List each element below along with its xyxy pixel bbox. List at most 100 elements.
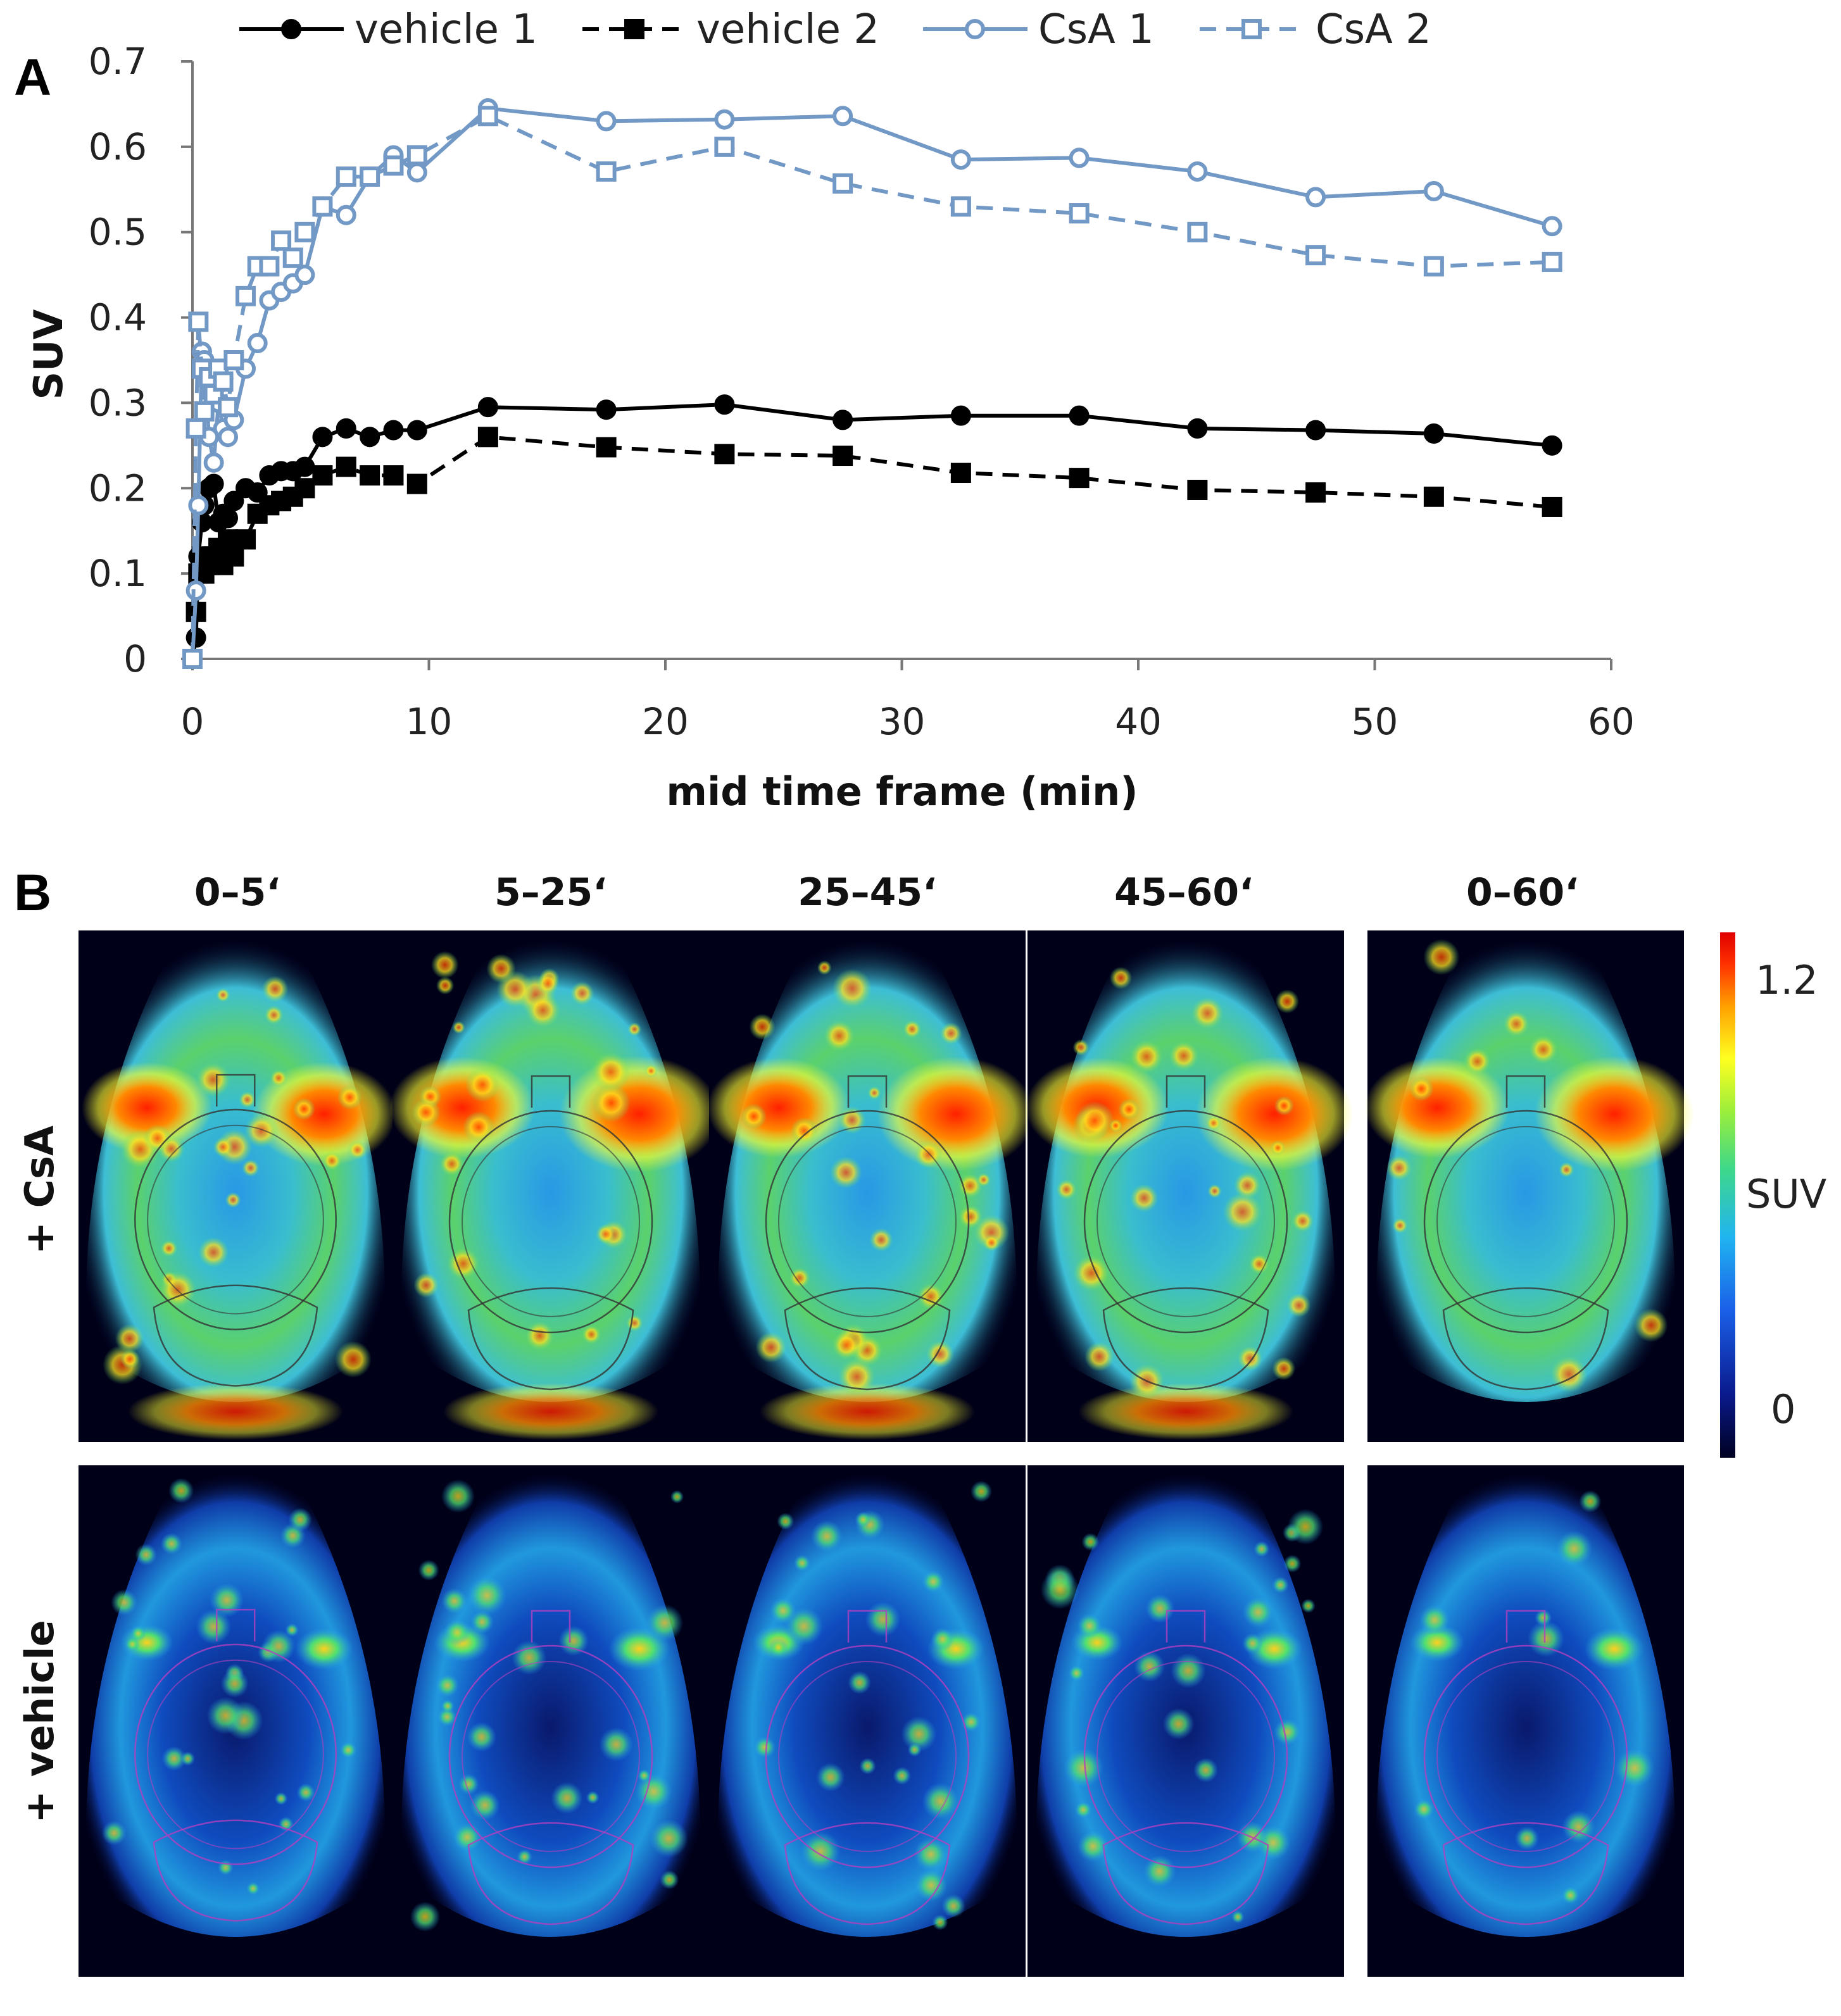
- signal-speckle: [470, 1790, 500, 1820]
- signal-speckle: [1272, 1356, 1296, 1381]
- signal-speckle: [859, 1758, 876, 1775]
- pet-image: [707, 930, 1035, 1442]
- signal-speckle: [467, 1722, 497, 1752]
- signal-speckle: [242, 1159, 260, 1177]
- signal-speckle: [1072, 1039, 1090, 1056]
- hotspot-lower: [128, 1383, 343, 1440]
- treatment-label: + CsA: [16, 1125, 63, 1255]
- signal-speckle: [1241, 1633, 1263, 1654]
- signal-speckle: [595, 1224, 616, 1244]
- signal-speckle: [810, 1520, 843, 1553]
- signal-speckle: [791, 1117, 818, 1144]
- cortex-outline: [462, 1661, 640, 1852]
- signal-speckle: [439, 1151, 464, 1177]
- signal-speckle: [120, 1349, 140, 1369]
- head-signal: [401, 937, 701, 1402]
- signal-speckle: [800, 1831, 841, 1872]
- signal-speckle: [1143, 1855, 1176, 1888]
- cerebellum-outline: [467, 1822, 634, 1925]
- signal-speckle: [130, 1625, 146, 1641]
- data-point-vehicle-2: [1542, 496, 1562, 517]
- signal-speckle: [1614, 1748, 1655, 1788]
- legend-marker-csa-2: [1241, 19, 1262, 39]
- signal-speckle: [168, 1478, 194, 1503]
- olfactory-outline: [215, 1608, 256, 1642]
- hotspot-left: [82, 1061, 212, 1154]
- signal-speckle: [1386, 1155, 1412, 1181]
- data-point-csa-1: [218, 427, 239, 448]
- signal-speckle: [1291, 1210, 1314, 1232]
- signal-speckle: [793, 1555, 811, 1572]
- signal-speckle: [270, 1069, 287, 1087]
- signal-speckle: [558, 1625, 589, 1656]
- signal-speckle: [1579, 1490, 1602, 1513]
- signal-speckle: [1129, 1040, 1164, 1074]
- data-point-csa-2: [188, 311, 209, 332]
- hotspot-left: [1364, 1056, 1510, 1159]
- signal-speckle: [1409, 1076, 1434, 1101]
- signal-speckle: [1423, 939, 1460, 975]
- signal-speckle: [592, 1083, 631, 1122]
- signal-speckle: [239, 1091, 256, 1108]
- cerebrum-outline: [134, 1643, 337, 1865]
- data-point-vehicle-1: [1423, 423, 1444, 444]
- suv-colorbar: 1.2 SUV 0: [1720, 932, 1826, 1458]
- signal-speckle: [1274, 1718, 1301, 1746]
- y-tick-label: 0: [123, 637, 147, 680]
- data-point-csa-2: [714, 136, 735, 157]
- data-point-vehicle-1: [312, 427, 333, 448]
- signal-speckle: [1040, 1570, 1080, 1610]
- signal-speckle: [824, 1020, 855, 1051]
- y-axis-title: SUV: [25, 309, 72, 399]
- signal-speckle: [209, 1582, 244, 1618]
- signal-speckle: [1392, 1218, 1408, 1234]
- signal-speckle: [512, 1640, 547, 1675]
- cerebrum-outline: [765, 1110, 970, 1334]
- cerebrum-outline: [1083, 1110, 1288, 1334]
- y-tick-label: 0.7: [89, 40, 147, 83]
- signal-speckle: [939, 1022, 962, 1045]
- signal-speckle: [288, 1508, 312, 1532]
- signal-speckle: [206, 1696, 244, 1735]
- signal-speckle: [1272, 1576, 1289, 1594]
- signal-speckle: [285, 1623, 299, 1637]
- cortex-outline: [147, 1659, 324, 1850]
- data-point-csa-2: [218, 397, 239, 418]
- data-point-vehicle-1: [950, 405, 971, 426]
- signal-speckle: [441, 1699, 455, 1713]
- cerebrum-outline: [1083, 1644, 1288, 1869]
- hotspot-left: [1410, 1623, 1464, 1662]
- pet-image: [79, 930, 396, 1442]
- olfactory-outline: [531, 1075, 571, 1108]
- signal-speckle: [443, 1618, 471, 1646]
- signal-speckle: [644, 1064, 658, 1078]
- signal-speckle: [1414, 1799, 1435, 1820]
- cerebellum-outline: [784, 1822, 951, 1925]
- cortex-outline: [778, 1661, 957, 1852]
- signal-speckle: [339, 1741, 357, 1758]
- data-point-csa-2: [406, 145, 427, 166]
- head-signal: [1376, 937, 1676, 1402]
- signal-speckle: [958, 1174, 983, 1198]
- signal-speckle: [789, 1267, 810, 1289]
- signal-speckle: [264, 1005, 284, 1025]
- cerebellum-outline: [784, 1287, 951, 1391]
- signal-speckle: [1084, 1341, 1115, 1372]
- signal-speckle: [1550, 1355, 1588, 1393]
- pet-image: [393, 1465, 709, 1977]
- signal-speckle: [261, 975, 289, 1003]
- legend-label-csa-2: CsA 2: [1316, 6, 1431, 53]
- colorbar-max-label: 1.2: [1756, 957, 1818, 1003]
- signal-speckle: [1207, 1184, 1222, 1198]
- legend-marker-vehicle-2: [624, 19, 644, 39]
- pet-image: [389, 930, 720, 1442]
- data-point-csa-1: [1187, 161, 1208, 182]
- data-point-csa-1: [203, 452, 224, 473]
- time-frame-label: 5–25‘: [494, 870, 607, 915]
- signal-speckle: [1248, 1253, 1270, 1275]
- signal-speckle: [525, 1321, 555, 1351]
- time-frame-label: 0–60‘: [1466, 870, 1579, 915]
- data-point-csa-1: [1423, 180, 1444, 201]
- signal-speckle: [638, 1769, 651, 1782]
- data-point-csa-1: [714, 109, 735, 130]
